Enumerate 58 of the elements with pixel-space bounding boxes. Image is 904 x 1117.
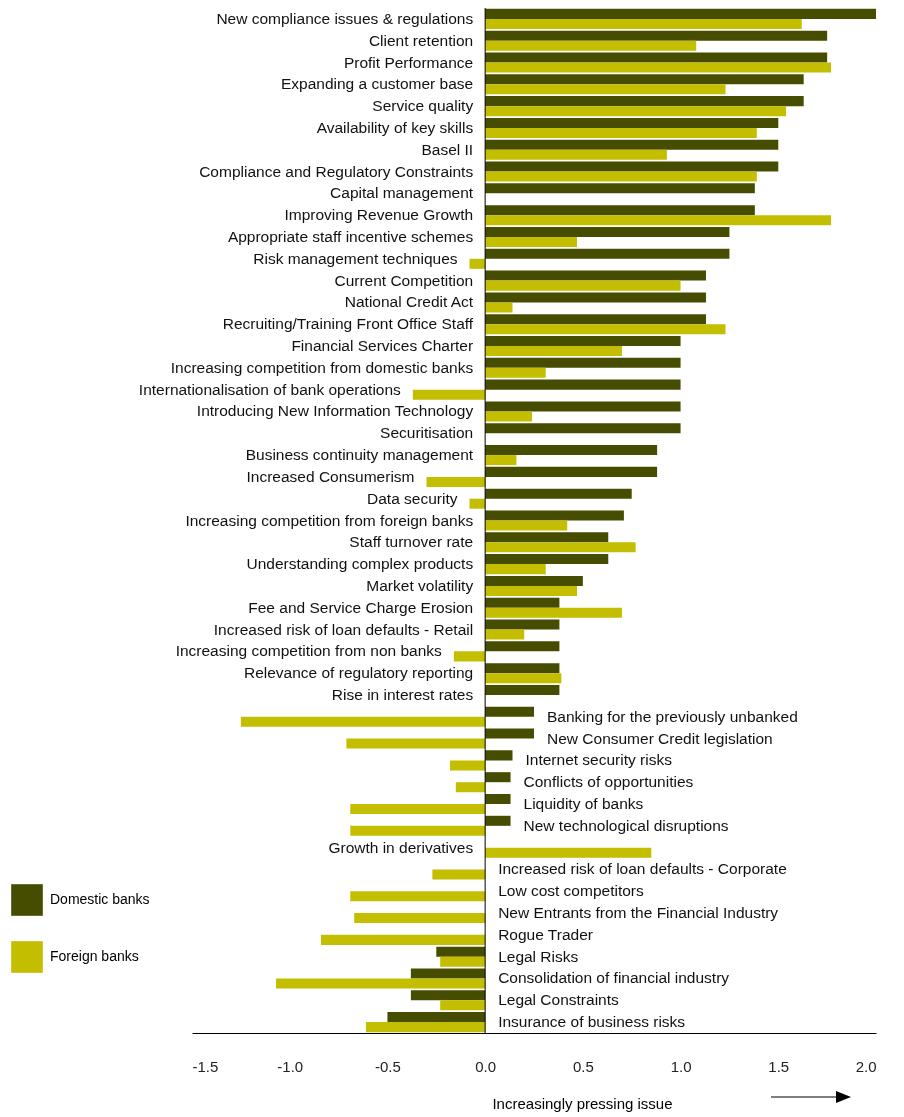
y-tick-label: New compliance issues & regulations xyxy=(216,9,474,27)
y-tick-label: Business continuity management xyxy=(245,446,474,464)
x-tick-label: 1.0 xyxy=(670,1057,692,1075)
x-tick-label: 1.5 xyxy=(768,1057,790,1075)
y-tick-label: Insurance of business risks xyxy=(498,1013,686,1031)
x-tick-label: -0.5 xyxy=(375,1057,401,1075)
y-tick-label: Liquidity of banks xyxy=(523,795,644,813)
y-tick-label: Expanding a customer base xyxy=(280,75,474,93)
y-tick-label: Relevance of regulatory reporting xyxy=(243,664,474,682)
y-tick-label: Data security xyxy=(367,489,458,507)
x-tick-label: -1.0 xyxy=(277,1057,304,1075)
y-tick-label: Growth in derivatives xyxy=(328,838,474,856)
y-tick-label: Increasing competition from non banks xyxy=(175,642,443,660)
y-tick-label: Client retention xyxy=(368,31,474,49)
y-tick-label: Recruiting/Training Front Office Staff xyxy=(222,315,474,333)
y-tick-label: New Entrants from the Financial Industry xyxy=(498,904,779,922)
x-tick-label: 0.0 xyxy=(475,1057,497,1075)
y-tick-label: Current Competition xyxy=(334,271,474,289)
y-tick-label: New technological disruptions xyxy=(523,816,729,834)
x-tick-label: 0.5 xyxy=(572,1057,594,1075)
y-tick-label: Compliance and Regulatory Constraints xyxy=(199,162,474,180)
y-tick-label: Profit Performance xyxy=(343,53,474,71)
legend-label: Domestic banks xyxy=(50,891,150,907)
y-tick-label: Rogue Trader xyxy=(498,925,593,943)
y-tick-label: Staff turnover rate xyxy=(349,533,474,551)
y-tick-label: Increased risk of loan defaults - Retail xyxy=(213,620,474,638)
y-tick-label: New Consumer Credit legislation xyxy=(547,729,773,747)
y-tick-label: Rise in interest rates xyxy=(331,685,474,703)
legend-label: Foreign banks xyxy=(50,948,139,964)
y-tick-label: Introducing New Information Technology xyxy=(196,402,474,420)
y-tick-label: Basel II xyxy=(421,140,474,158)
y-tick-label: Legal Risks xyxy=(498,947,579,965)
y-tick-label: Banking for the previously unbanked xyxy=(547,707,798,725)
y-tick-label: Increasing competition from foreign banks xyxy=(185,511,474,529)
y-tick-label: Availability of key skills xyxy=(316,118,474,136)
y-tick-label: Increasing competition from domestic banks xyxy=(170,358,474,376)
y-tick-label: Market volatility xyxy=(366,576,474,594)
y-tick-label: Legal Constraints xyxy=(498,991,620,1009)
y-tick-label: Improving Revenue Growth xyxy=(284,206,474,224)
y-tick-label: Capital management xyxy=(330,184,474,202)
y-tick-label: Increased Consumerism xyxy=(246,467,415,485)
y-tick-label: Low cost competitors xyxy=(498,882,644,900)
x-axis-title: Increasingly pressing issue xyxy=(492,1094,673,1112)
x-tick-label: 2.0 xyxy=(855,1057,877,1075)
y-tick-label: Internationalisation of bank operations xyxy=(138,380,402,398)
y-tick-label: Increased risk of loan defaults - Corporate xyxy=(498,860,787,878)
y-tick-label: National Credit Act xyxy=(344,293,474,311)
y-tick-label: Consolidation of financial industry xyxy=(498,969,730,987)
y-tick-label: Risk management techniques xyxy=(253,249,458,267)
y-tick-label: Conflicts of opportunities xyxy=(523,773,694,791)
y-tick-label: Service quality xyxy=(372,97,474,115)
y-tick-label: Understanding complex products xyxy=(246,555,474,573)
y-tick-label: Financial Services Charter xyxy=(291,337,474,355)
y-tick-label: Appropriate staff incentive schemes xyxy=(227,227,474,245)
y-tick-label: Securitisation xyxy=(380,424,474,442)
x-tick-label: -1.5 xyxy=(192,1057,219,1075)
y-tick-label: Fee and Service Charge Erosion xyxy=(248,598,474,616)
y-tick-label: Internet security risks xyxy=(525,751,673,769)
